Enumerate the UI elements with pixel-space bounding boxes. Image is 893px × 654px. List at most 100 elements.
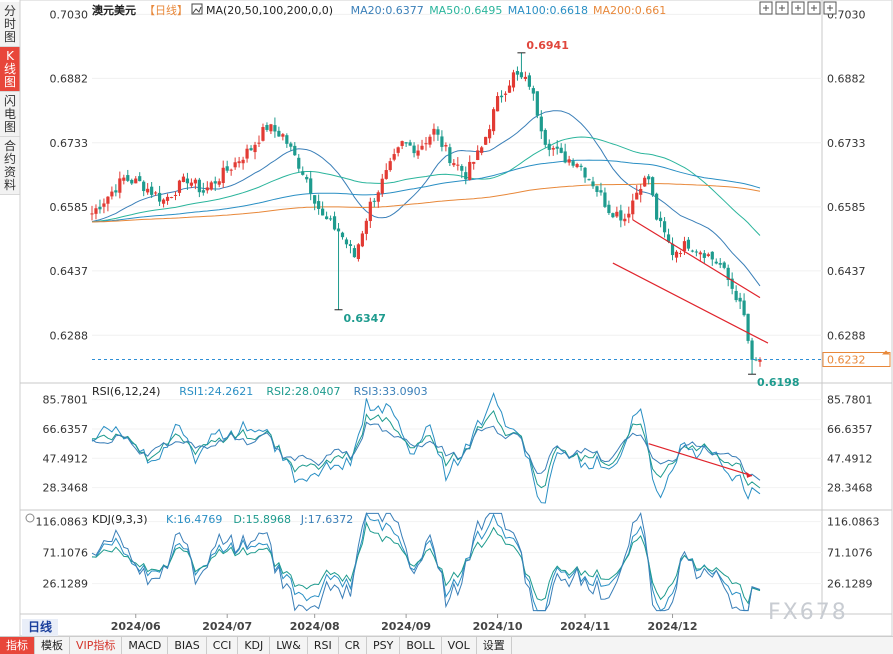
candle [424, 143, 428, 145]
indicator-tab-vip[interactable]: VIP指标 [70, 637, 123, 654]
y-tick-label-right: 0.6288 [827, 329, 866, 342]
indicator-tab-rsi[interactable]: RSI [308, 637, 339, 654]
candle [714, 261, 718, 264]
ma20-value: MA20:0.6377 [351, 4, 424, 17]
candle [499, 95, 504, 98]
candle [666, 234, 671, 242]
candle [348, 244, 353, 246]
candle [173, 194, 178, 196]
candle [579, 165, 583, 167]
candle [480, 147, 484, 153]
kdj-label: KDJ(9,3,3) [92, 513, 148, 526]
candle [324, 216, 329, 220]
indicator-tab-macd[interactable]: MACD [122, 637, 169, 654]
side-tab-2[interactable]: 闪电图 [0, 92, 20, 137]
candle [142, 181, 146, 192]
rsi-y-tick-left: 28.3468 [43, 482, 89, 495]
candle [587, 179, 591, 181]
candle [90, 213, 94, 215]
indicator-tab-bar: 指标 模板 VIP指标 MACD BIAS CCI KDJ LW& RSI CR PSY BOLL VO… [0, 636, 893, 654]
side-tab-char: 电 [3, 107, 16, 121]
candle [547, 143, 551, 150]
candle [165, 196, 170, 201]
ma50-value: MA50:0.6495 [429, 4, 502, 17]
candle [221, 167, 225, 184]
candle [309, 178, 313, 194]
candle [305, 176, 309, 180]
y-tick-label-right: 0.7030 [827, 8, 866, 21]
candle [317, 201, 321, 209]
candle [527, 75, 531, 87]
candle [146, 188, 150, 193]
candle [702, 253, 706, 258]
indicator-tab-bias[interactable]: BIAS [168, 637, 207, 654]
indicator-tab-cci[interactable]: CCI [207, 637, 239, 654]
ma200-line [91, 183, 761, 223]
candle [523, 76, 528, 79]
indicator-settings-icon[interactable] [191, 3, 203, 15]
kdj-y-tick-left: 26.1289 [43, 578, 89, 591]
side-tab-char: 资 [3, 165, 16, 179]
indicator-tab-[interactable]: 模板 [35, 637, 70, 654]
high-annotation: 0.6941 [526, 39, 568, 52]
candle [428, 136, 432, 145]
indicator-tab-[interactable]: 设置 [477, 637, 512, 654]
indicator-tab-[interactable]: 指标 [0, 637, 35, 654]
price-alert-icon[interactable] [882, 350, 890, 355]
kdj-y-tick-right: 26.1289 [827, 578, 873, 591]
candle [690, 250, 695, 252]
candle [718, 263, 722, 265]
candle [277, 130, 281, 137]
candle [742, 300, 746, 316]
candle [161, 199, 166, 204]
zoom-out-icon-glyph [795, 5, 801, 11]
candle [169, 197, 174, 199]
candle [706, 254, 710, 256]
indicator-tab-kdj[interactable]: KDJ [238, 637, 271, 654]
indicator-tab-boll[interactable]: BOLL [400, 637, 442, 654]
indicator-tab-lw[interactable]: LW& [270, 637, 308, 654]
kdj-settings-gear-icon[interactable] [25, 513, 35, 523]
side-tab-3[interactable]: 合约资料 [0, 137, 20, 195]
rsi-y-tick-right: 47.4912 [827, 452, 873, 465]
candle [126, 175, 130, 181]
side-tab-char: K [6, 49, 14, 63]
candle [213, 181, 217, 184]
indicator-tab-vol[interactable]: VOL [442, 637, 477, 654]
candle [448, 147, 452, 164]
period-button[interactable]: 日线 [22, 619, 59, 636]
y-tick-label-right: 0.6882 [827, 72, 866, 85]
indicator-tab-psy[interactable]: PSY [367, 637, 401, 654]
x-tick-label: 2024/06 [111, 620, 161, 633]
watermark: FX678 [768, 600, 848, 625]
candle [245, 148, 249, 159]
side-tab-char: 闪 [3, 94, 16, 108]
candle [623, 218, 627, 222]
candle [257, 142, 261, 144]
y-tick-label-right: 0.6585 [827, 201, 866, 214]
chart-canvas[interactable]: 0.6232 0.6941 0.6347 0.6198 0.7030 0.7030 0.6… [0, 0, 893, 636]
candle [738, 297, 742, 302]
indicator-tab-cr[interactable]: CR [339, 637, 368, 654]
candle [488, 129, 492, 139]
candle [531, 88, 535, 94]
candle [392, 154, 396, 160]
candle [293, 145, 297, 156]
candle [710, 251, 714, 260]
y-tick-label-left: 0.6585 [50, 201, 89, 214]
kdj-k-value: K:16.4769 [166, 513, 222, 526]
candle [507, 85, 512, 93]
rsi-panel [91, 392, 822, 504]
rsi-y-tick-left: 66.6357 [43, 423, 89, 436]
candle [746, 313, 750, 341]
candle [754, 359, 758, 361]
side-tab-char: 时 [3, 17, 16, 31]
candle [440, 136, 444, 147]
candle [285, 135, 289, 144]
kdj-d-value: D:15.8968 [233, 513, 291, 526]
side-tab-0[interactable]: 分时图 [0, 2, 20, 47]
candle [631, 200, 635, 215]
candle [674, 251, 679, 258]
candle [328, 218, 333, 220]
